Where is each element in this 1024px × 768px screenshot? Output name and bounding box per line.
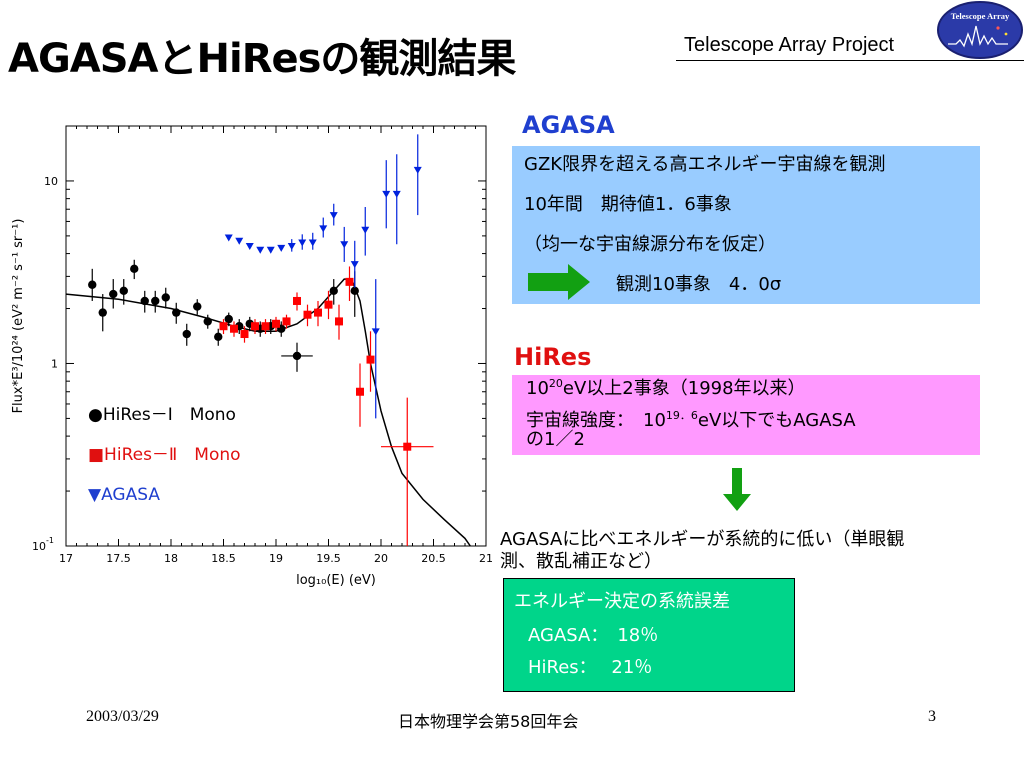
agasa-observation: 観測10事象 4．0σ (616, 274, 782, 295)
agasa-point (266, 246, 275, 254)
logo-wordmark: Telescope Array (951, 11, 1010, 21)
hires1-point (172, 308, 181, 317)
hires2-point (403, 442, 412, 451)
footer-conference: 日本物理学会第58回年会 (398, 712, 579, 731)
agasa-point (361, 226, 370, 234)
slide-title: AGASAとHiResの観測結果 (8, 36, 516, 82)
agasa-point (308, 239, 317, 247)
x-tick-label: 17 (59, 552, 73, 565)
hires2-point (251, 322, 259, 331)
hires2-point (314, 308, 322, 317)
x-axis-label: log₁₀(E) (eV) (296, 573, 376, 588)
agasa-point (277, 244, 286, 252)
agasa-point (298, 239, 307, 247)
right-arrow-icon (528, 264, 590, 300)
conclusion-line-1: AGASAに比べエネルギーが系統的に低い（単眼観 (500, 529, 905, 550)
hires-summary-box: 1020eV以上2事象（1998年以来） 宇宙線強度： 1019．6eV以下でも… (512, 375, 980, 455)
agasa-point (319, 225, 328, 233)
hires1-point (88, 280, 97, 289)
hires-line-2: 宇宙線強度： 1019．6eV以下でもAGASA (526, 409, 856, 431)
agasa-summary-box: GZK限界を超える高エネルギー宇宙線を観測 10年間 期待値1．6事象 （均一な… (512, 146, 980, 304)
hires1-point (161, 293, 170, 302)
footer-date: 2003/03/29 (86, 708, 159, 725)
y-tick-label: 1 (51, 357, 58, 370)
systematic-error-box: エネルギー決定の系統誤差 AGASA： 18％ HiRes： 21％ (503, 578, 795, 692)
legend-entry: ▼AGASA (88, 485, 160, 505)
agasa-point (382, 190, 391, 198)
hires1-point (119, 286, 128, 296)
y-axis-label: Flux*E³/10²⁴ (eV² m⁻² s⁻¹ sr⁻¹) (11, 219, 26, 414)
agasa-point (329, 212, 338, 220)
x-tick-label: 17.5 (106, 552, 131, 565)
hires2-point (240, 330, 249, 339)
hires2-point (282, 317, 291, 326)
x-tick-label: 21 (479, 552, 493, 565)
hires1-point (193, 302, 202, 311)
agasa-point (235, 237, 244, 245)
systematic-hires: HiRes： 21％ (528, 657, 653, 678)
agasa-line-1: GZK限界を超える高エネルギー宇宙線を観測 (524, 154, 886, 175)
hires2-point (335, 317, 343, 326)
agasa-point (287, 243, 296, 251)
y-tick-label: 10 (44, 175, 58, 188)
conclusion-line-2: 測、散乱補正など） (500, 550, 662, 572)
hires2-point (356, 387, 364, 396)
hires2-point (366, 355, 375, 364)
hires1-point (98, 308, 107, 317)
plot-frame (65, 125, 487, 547)
x-tick-label: 18 (164, 552, 178, 565)
hires2-point (272, 319, 280, 328)
hires1-point (182, 329, 191, 339)
systematic-title: エネルギー決定の系統誤差 (514, 591, 730, 612)
hires2-point (345, 277, 354, 286)
hires1-point (224, 314, 233, 324)
legend-entry: ●HiRes－Ⅰ Mono (88, 405, 236, 425)
agasa-point (256, 246, 265, 254)
hires1-point (292, 351, 302, 361)
header-rule (676, 60, 1024, 61)
agasa-point (350, 261, 359, 269)
hires1-point (109, 289, 118, 299)
hires2-point (293, 296, 301, 305)
agasa-point (245, 243, 254, 251)
agasa-line-3: （均一な宇宙線源分布を仮定） (524, 234, 776, 255)
x-tick-label: 20 (374, 552, 388, 565)
y-tick-label: 10 (32, 540, 46, 553)
hires2-point (230, 324, 238, 333)
hires1-point (203, 317, 212, 326)
agasa-heading: AGASA (522, 111, 615, 139)
legend-entry: ■HiRes－Ⅱ Mono (88, 445, 241, 465)
agasa-point (371, 328, 380, 336)
x-tick-label: 18.5 (211, 552, 236, 565)
hires1-point (140, 296, 149, 306)
agasa-point (224, 234, 233, 242)
hires1-point (350, 286, 359, 296)
hires1-point (130, 264, 139, 274)
x-tick-label: 19.5 (316, 552, 341, 565)
hires1-point (214, 332, 223, 342)
hires2-point (219, 322, 228, 331)
hires-line-1: 1020eV以上2事象（1998年以来） (526, 377, 806, 399)
y-tick-exponent: -1 (46, 536, 54, 545)
systematic-agasa: AGASA： 18％ (528, 625, 659, 646)
conclusion-text: AGASAに比べエネルギーが系統的に低い（単眼観 測、散乱補正など） (500, 529, 904, 572)
hires2-point (303, 310, 312, 319)
hires2-point (324, 300, 333, 309)
hires-heading: HiRes (514, 343, 592, 371)
hires1-point (329, 286, 338, 296)
hires1-point (151, 296, 160, 306)
page-number: 3 (928, 708, 936, 725)
agasa-point (340, 241, 349, 249)
hires2-point (261, 322, 270, 331)
agasa-point (392, 190, 401, 198)
agasa-line-2: 10年間 期待値1．6事象 (524, 194, 732, 215)
x-tick-label: 19 (269, 552, 283, 565)
down-arrow-icon (723, 468, 751, 511)
hires-line-3: の1／2 (526, 429, 585, 450)
x-tick-label: 20.5 (421, 552, 446, 565)
agasa-point (413, 166, 422, 174)
telescope-array-logo: Telescope Array (937, 1, 1023, 59)
project-name: Telescope Array Project (684, 34, 895, 56)
